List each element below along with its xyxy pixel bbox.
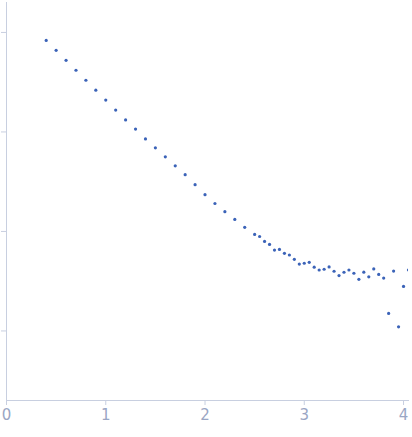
svg-text:1: 1 — [101, 406, 111, 424]
svg-text:4: 4 — [399, 406, 409, 424]
svg-text:3: 3 — [300, 406, 310, 424]
svg-text:0: 0 — [2, 406, 12, 424]
svg-text:2: 2 — [200, 406, 210, 424]
